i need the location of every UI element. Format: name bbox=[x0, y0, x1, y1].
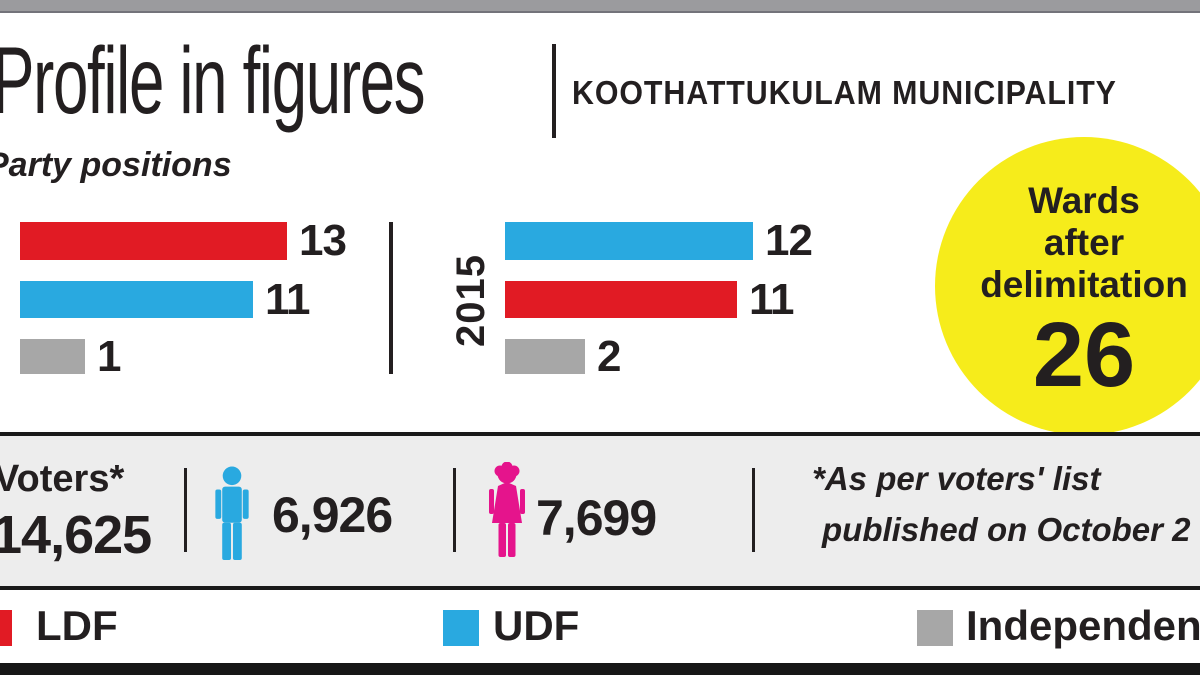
legend-label-ldf: LDF bbox=[36, 602, 118, 649]
bar-2010-ldf bbox=[20, 222, 287, 260]
chart-divider bbox=[389, 222, 393, 374]
legend-swatch-independents bbox=[917, 610, 953, 646]
bar-value-2010-udf: 11 bbox=[265, 275, 311, 324]
chart-title: Party positions bbox=[0, 146, 232, 184]
municipality-name: KOOTHATTUKULAM MUNICIPALITY bbox=[572, 74, 1117, 111]
band-divider-3 bbox=[752, 468, 755, 552]
voters-note-line2: published on October 2 bbox=[822, 511, 1191, 548]
page-title: Profile in figures bbox=[0, 28, 426, 134]
bottom-rule bbox=[0, 663, 1200, 675]
voters-total: 14,625 bbox=[0, 505, 152, 565]
legend-label-udf: UDF bbox=[493, 602, 580, 649]
female-icon bbox=[484, 462, 530, 558]
band-divider-1 bbox=[184, 468, 187, 552]
bar-value-2015-independents: 2 bbox=[597, 332, 622, 381]
wards-badge: Wards after delimitation 26 bbox=[935, 137, 1200, 435]
bar-2010-independents bbox=[20, 339, 85, 374]
bar-value-2010-ldf: 13 bbox=[299, 216, 347, 265]
bar-value-2015-ldf: 11 bbox=[749, 275, 795, 324]
wards-badge-line2: after bbox=[1043, 222, 1125, 263]
voters-note-line1: *As per voters' list bbox=[812, 460, 1101, 497]
bar-value-2010-independents: 1 bbox=[97, 332, 122, 381]
year-label-2010: 2010 bbox=[0, 255, 4, 348]
year-label-2015: 2015 bbox=[449, 254, 493, 347]
bar-2015-ldf bbox=[505, 281, 737, 318]
bar-2010-udf bbox=[20, 281, 253, 318]
female-voters-count: 7,699 bbox=[536, 490, 657, 546]
wards-badge-value: 26 bbox=[1032, 304, 1136, 406]
bar-value-2015-udf: 12 bbox=[765, 216, 813, 265]
band-divider-2 bbox=[453, 468, 456, 552]
male-voters-count: 6,926 bbox=[272, 487, 393, 543]
legend-swatch-udf bbox=[443, 610, 479, 646]
title-divider bbox=[552, 44, 556, 138]
voters-label: Voters* bbox=[0, 458, 125, 500]
bar-2015-independents bbox=[505, 339, 585, 374]
legend-label-independents: Independents bbox=[966, 602, 1200, 649]
male-icon bbox=[210, 466, 254, 560]
wards-badge-line3: delimitation bbox=[980, 264, 1188, 305]
top-strip bbox=[0, 0, 1200, 13]
wards-badge-line1: Wards bbox=[1028, 180, 1140, 221]
bar-2015-udf bbox=[505, 222, 753, 260]
voters-band bbox=[0, 432, 1200, 590]
legend-swatch-ldf bbox=[0, 610, 12, 646]
